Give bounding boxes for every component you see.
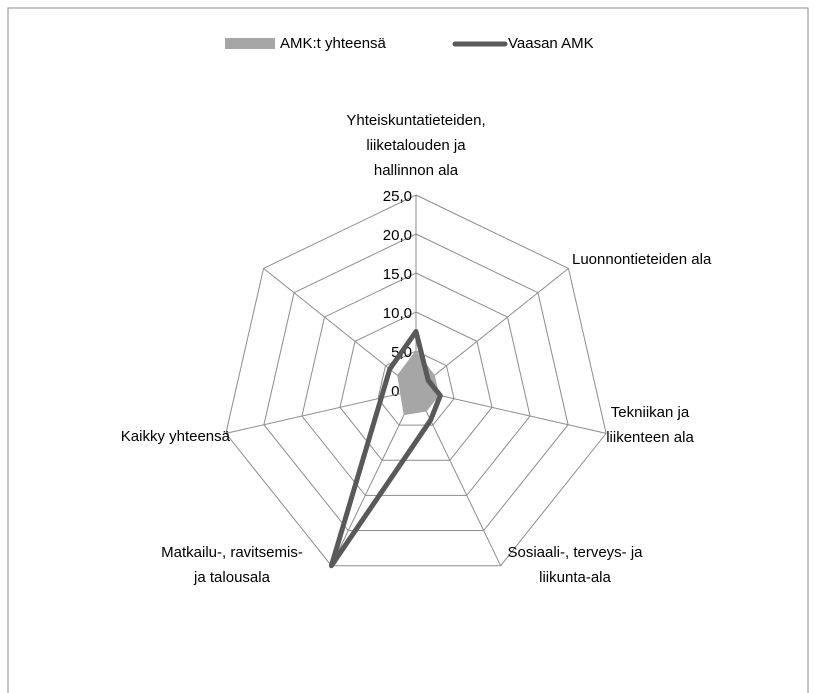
spoke	[225, 389, 417, 434]
grid-ring	[377, 350, 455, 426]
category-label: Tekniikan ja liikenteen ala	[606, 404, 694, 446]
grid-ring	[301, 272, 531, 496]
spoke	[330, 389, 417, 566]
legend-label: Vaasan AMK	[508, 35, 594, 52]
r-tick-label: 25,0	[383, 188, 412, 205]
category-label: Luonnontieteiden ala	[572, 251, 712, 268]
r-tick-label: 10,0	[383, 305, 412, 322]
spoke	[415, 389, 607, 434]
category-label: Sosiaali-, terveys- ja liikunta-ala	[507, 544, 643, 586]
legend-label: AMK:t yhteensä	[280, 35, 387, 52]
category-label: Matkailu-, ravitsemis-ja talousala	[161, 544, 303, 586]
grid-ring	[263, 233, 569, 532]
grid-ring	[225, 194, 607, 567]
chart-border	[7, 7, 809, 693]
r-tick-label: 20,0	[383, 227, 412, 244]
grid-ring	[339, 311, 493, 461]
r-tick-label: 15,0	[383, 266, 412, 283]
spoke	[415, 268, 569, 391]
legend-swatch	[225, 38, 275, 49]
category-label: Yhteiskuntatieteiden, liiketalouden ja hal…	[346, 112, 485, 179]
category-label: Kaikky yhteensä	[121, 428, 231, 445]
series-line	[328, 329, 443, 569]
series-area	[397, 350, 440, 416]
